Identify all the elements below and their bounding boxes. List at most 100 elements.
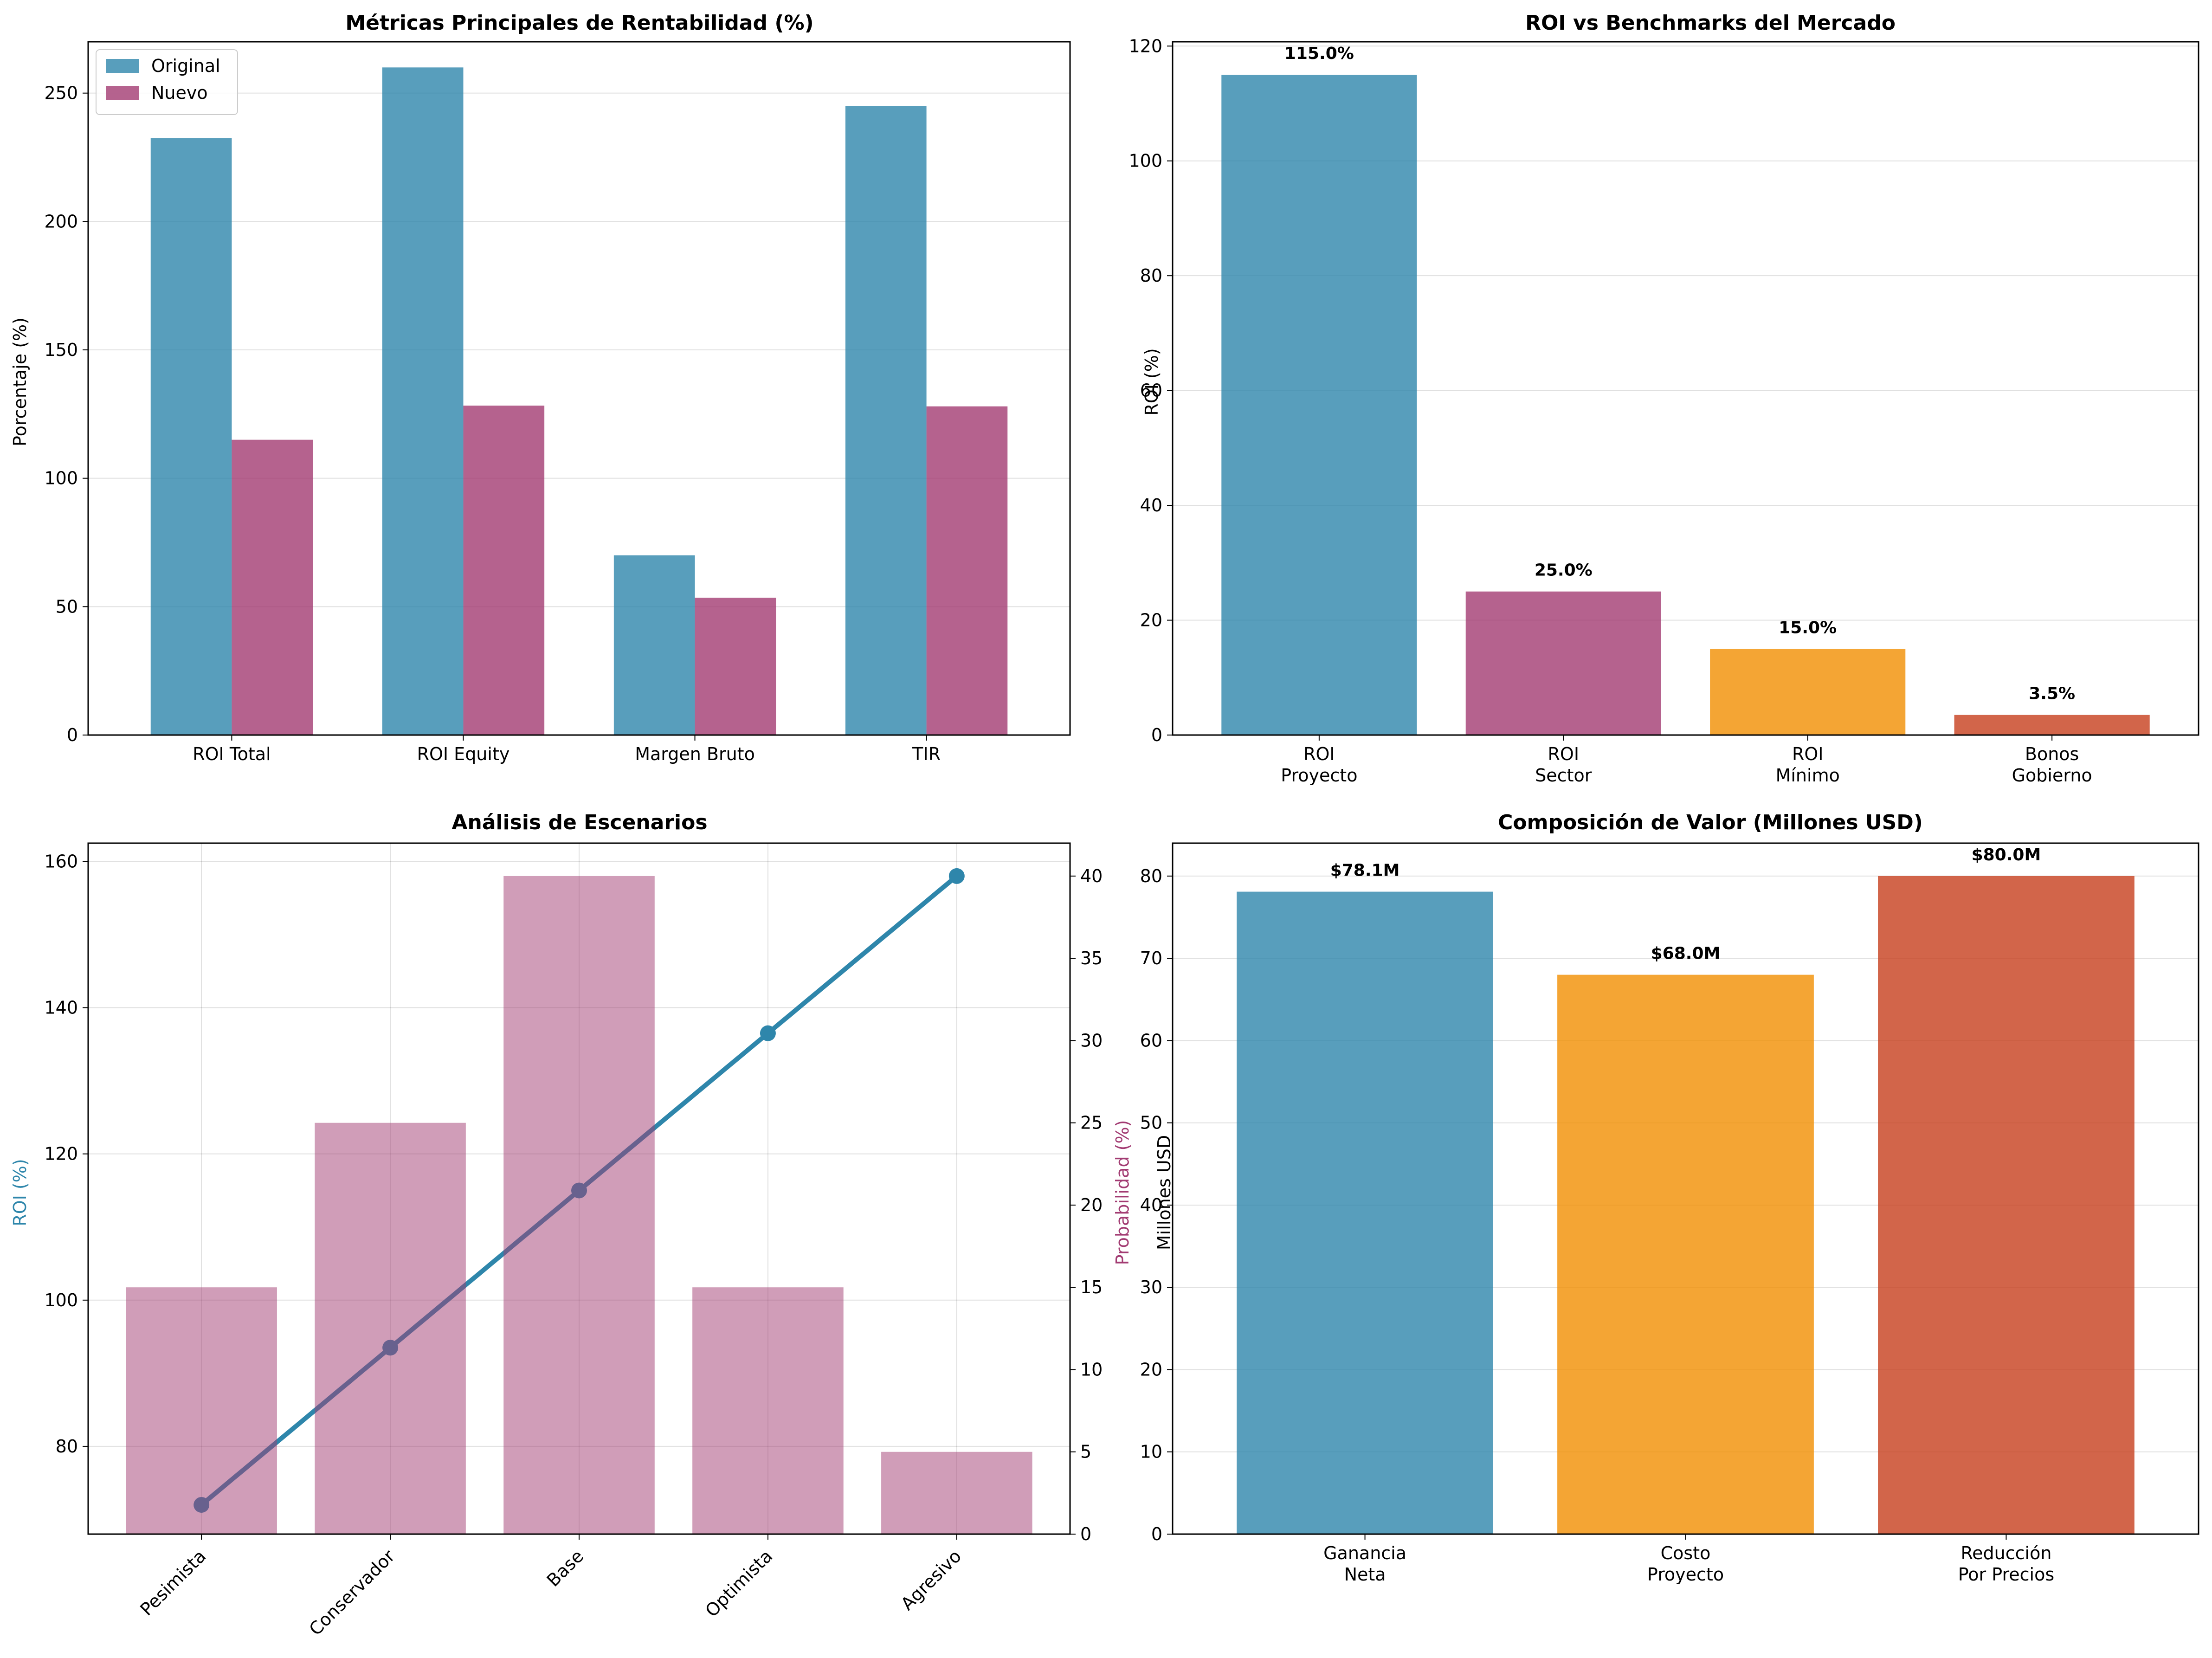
bar-value-label: 15.0% <box>1779 618 1837 637</box>
y-tick-label: 60 <box>1140 381 1162 401</box>
x-tick-label: ROI Total <box>193 744 271 764</box>
x-tick-label-line: Proyecto <box>1281 765 1357 786</box>
y-tick-label: 0 <box>1151 725 1162 745</box>
x-tick-label: Bonos Gobierno <box>2012 744 2092 786</box>
x-tick-label-line: Margen Bruto <box>635 744 755 764</box>
x-tick-label: Conservador <box>305 1546 399 1639</box>
bar-value-label: 115.0% <box>1284 44 1354 63</box>
x-tick-label: Pesimista <box>136 1546 210 1619</box>
y-axis-label: Millones USD <box>1154 1135 1174 1250</box>
probability-bar <box>126 1287 277 1534</box>
y-tick-label: 80 <box>56 1436 78 1457</box>
axes-frame <box>87 842 1071 1535</box>
bar <box>1221 75 1417 735</box>
legend-swatch <box>106 59 139 73</box>
y-tick-label: 100 <box>44 468 78 489</box>
roi-point <box>760 1025 776 1041</box>
y-tick-label: 40 <box>1140 1195 1162 1215</box>
y-tick-label: 250 <box>44 83 78 103</box>
probability-bar <box>503 876 655 1534</box>
y-tick-label: 25 <box>1080 1113 1103 1133</box>
x-tick-label-line: ROI <box>1792 744 1824 764</box>
chart-title: Métricas Principales de Rentabilidad (%) <box>345 11 813 35</box>
x-tick-label: Agresivo <box>897 1546 965 1614</box>
chart-metricas-rentabilidad: Métricas Principales de Rentabilidad (%)… <box>10 11 1071 764</box>
y-tick-label: 80 <box>1140 265 1162 286</box>
x-tick-label: ROI Mínimo <box>1776 744 1840 786</box>
y-axis-label-left: ROI (%) <box>10 1159 30 1226</box>
x-tick-label-line: Reducción <box>1960 1543 2051 1563</box>
y-tick-label: 15 <box>1080 1277 1103 1297</box>
y-tick-label: 100 <box>1129 151 1162 171</box>
bar-value-label: $68.0M <box>1651 944 1721 963</box>
x-tick-label-line: ROI Total <box>193 744 271 764</box>
y-tick-label: 40 <box>1140 495 1162 516</box>
y-tick-label: 5 <box>1080 1442 1091 1462</box>
y-tick-label: 20 <box>1140 610 1162 631</box>
roi-point <box>948 868 965 884</box>
y-tick-label: 0 <box>67 725 78 745</box>
y-tick-label: 120 <box>1129 36 1162 56</box>
probability-bar <box>315 1123 466 1534</box>
chart-roi-benchmarks: ROI vs Benchmarks del Mercado ROI (%) 11… <box>1129 11 2199 786</box>
y-tick-label: 80 <box>1140 866 1162 886</box>
x-tick-label: Reducción Por Precios <box>1958 1543 2054 1585</box>
legend: Original Nuevo <box>96 49 238 115</box>
axes-frame <box>87 41 1071 736</box>
bar-original <box>613 555 695 735</box>
chart-title: Composición de Valor (Millones USD) <box>1498 811 1923 834</box>
x-tick-label-line: ROI Equity <box>417 744 510 764</box>
bar-nuevo <box>463 406 545 735</box>
x-tick-label-line: Bonos <box>2025 744 2079 764</box>
x-tick-label: Optimista <box>701 1546 776 1621</box>
chart-title: Análisis de Escenarios <box>451 811 707 834</box>
x-tick-label: TIR <box>912 744 941 764</box>
probability-bar <box>692 1287 844 1534</box>
x-tick-label: ROI Proyecto <box>1281 744 1357 786</box>
bar-original <box>845 106 927 735</box>
y-tick-label: 120 <box>44 1144 78 1164</box>
x-tick-label: Margen Bruto <box>635 744 755 764</box>
y-tick-label: 20 <box>1140 1359 1162 1380</box>
bar-nuevo <box>926 406 1008 735</box>
bar-nuevo <box>695 597 776 735</box>
x-tick-label: Ganancia Neta <box>1323 1543 1406 1585</box>
legend-label: Nuevo <box>151 83 208 103</box>
y-tick-label: 100 <box>44 1290 78 1310</box>
y-tick-label: 160 <box>44 851 78 871</box>
axes-frame <box>1172 842 2199 1535</box>
y-tick-label: 50 <box>1140 1113 1162 1133</box>
chart-title: ROI vs Benchmarks del Mercado <box>1525 11 1896 35</box>
bar <box>1878 876 2135 1534</box>
axes-frame <box>1172 41 2199 736</box>
y-tick-label: 200 <box>44 211 78 232</box>
bar-nuevo <box>232 439 313 735</box>
y-tick-label: 150 <box>44 340 78 360</box>
x-tick-label-line: ROI <box>1548 744 1580 764</box>
y-tick-label: 0 <box>1080 1524 1091 1544</box>
x-tick-label: ROI Sector <box>1535 744 1592 786</box>
bar <box>1710 649 1906 735</box>
bar <box>1465 591 1661 735</box>
x-tick-label-line: Por Precios <box>1958 1564 2054 1585</box>
y-axis-label-right: Probabilidad (%) <box>1112 1120 1133 1265</box>
bar-value-label: $78.1M <box>1330 861 1400 880</box>
x-tick-label-line: Costo <box>1661 1543 1711 1563</box>
x-tick-label-line: Mínimo <box>1776 765 1840 786</box>
x-tick-label-line: TIR <box>912 744 941 764</box>
bar-original <box>150 138 232 735</box>
bar-value-label: 25.0% <box>1535 561 1593 580</box>
y-tick-label: 10 <box>1080 1359 1103 1380</box>
x-tick-label-line: Sector <box>1535 765 1592 786</box>
y-tick-label: 60 <box>1140 1030 1162 1051</box>
x-tick-label: Base <box>543 1546 588 1591</box>
y-tick-label: 140 <box>44 998 78 1018</box>
x-tick-label: ROI Equity <box>417 744 510 764</box>
chart-analisis-escenarios: Análisis de Escenarios ROI (%) Probabili… <box>10 811 1133 1639</box>
chart-composicion-valor: Composición de Valor (Millones USD) Mill… <box>1140 811 2199 1585</box>
x-tick-label-line: Gobierno <box>2012 765 2092 786</box>
y-tick-label: 70 <box>1140 948 1162 968</box>
probability-bar <box>881 1452 1032 1534</box>
y-axis-label: ROI (%) <box>1141 348 1162 415</box>
